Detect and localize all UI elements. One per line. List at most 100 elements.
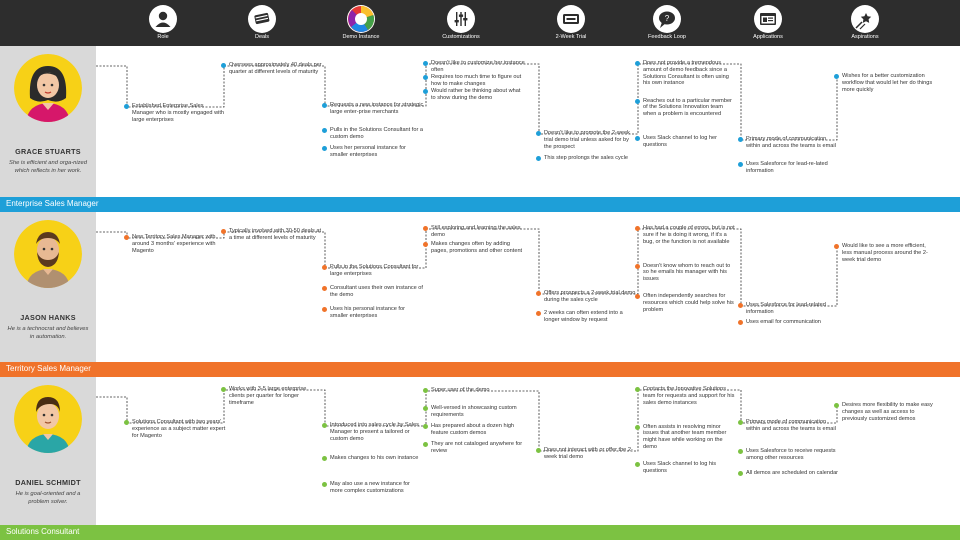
persona-name: DANIEL SCHMIDT [15, 478, 81, 487]
journey-note: Requests a new instance for strategic la… [322, 102, 424, 116]
note-text: Makes changes to his own instance [330, 454, 419, 461]
journey-note: Makes changes to his own instance [322, 454, 424, 462]
note-text: Still exploring and learning the sales d… [431, 225, 521, 238]
note-text: Often independently searches for resourc… [643, 293, 734, 313]
journey-note: Has had a couple of errors, but is not s… [635, 225, 737, 245]
stage-applications: Applications [715, 0, 821, 46]
journey-note: Oversees approximately 40 deals per quar… [221, 62, 323, 76]
note-text: Uses email for communication [746, 319, 821, 325]
note-text: Uses her personal instance for smaller e… [330, 144, 406, 158]
note-text: Wishes for a better customization workfl… [842, 73, 933, 93]
bullet-dot [423, 442, 428, 447]
journey-note: All demos are scheduled on calendar [738, 469, 840, 477]
note-text: Desires more flexibility to make easy ch… [842, 402, 933, 422]
bullet-dot [738, 303, 743, 308]
note-text: Established Enterprise Sales Manager who… [132, 103, 225, 123]
note-text: Uses Salesforce for lead-re-lated inform… [746, 160, 828, 174]
note-text: 2 weeks can often extend into a longer w… [544, 310, 623, 323]
note-text: Doesn't like to promote the 2-week trial… [544, 130, 630, 150]
sliders-icon [447, 5, 475, 33]
note-text: Pulls in the Solutions Consultant for la… [330, 264, 419, 277]
journey-note: Requires too much time to figure out how… [423, 74, 525, 88]
bullet-dot [322, 286, 327, 291]
bullet-dot [834, 74, 839, 79]
note-text: All demos are scheduled on calendar [746, 469, 839, 476]
note-text: Offers prospects a 2-week trial demo dur… [544, 290, 636, 303]
note-text: Would like to see a more efficient, less… [842, 243, 928, 263]
bullet-dot [221, 63, 226, 68]
note-text: Solutions Consultant with two years' exp… [132, 419, 226, 439]
shooting-star-icon [851, 5, 879, 33]
journey-note: Offers prospects a 2-week trial demo dur… [536, 290, 638, 304]
note-text: Primary mode of communication within and… [746, 136, 836, 149]
bullet-dot [635, 424, 640, 430]
bullet-dot [536, 311, 541, 316]
journey-note: Consultant uses their own instance of th… [322, 285, 424, 299]
journey-note: Introduced into sales cycle by Sales Man… [322, 422, 424, 442]
persona-name: JASON HANKS [20, 313, 76, 322]
bullet-dot [738, 448, 743, 454]
persona-description: She is efficient and orga-nized which re… [9, 160, 87, 174]
journey-note: Works with 3-5 large enterprise clients … [221, 386, 323, 406]
note-text: Consultant uses their own instance of th… [330, 285, 423, 298]
note-text: Does not provide a tremendous amount of … [643, 60, 729, 87]
journey-note: Uses Salesforce to receive requests amon… [738, 448, 840, 462]
note-text: May also use a new instance for more com… [330, 480, 410, 494]
journey-note: New Territory Sales Manager with around … [124, 234, 226, 254]
journey-note: This step prolongs the sales cycle [536, 155, 638, 162]
bullet-dot [635, 263, 640, 269]
note-text: Super user of the demo [431, 387, 490, 393]
stage-role: Role [110, 0, 216, 46]
journey-note: Uses Salesforce for lead-related informa… [738, 302, 840, 316]
bullet-dot [738, 320, 743, 325]
note-text: Has prepared about a dozen high feature … [431, 423, 515, 436]
bullet-dot [322, 481, 327, 487]
persona-panel: GRACE STUARTS She is efficient and orga-n… [0, 46, 96, 197]
bullet-dot [322, 455, 327, 461]
journey-note: Primary mode of communication within and… [738, 419, 840, 433]
journey-note: Uses Slack channel to log his questions [635, 461, 737, 475]
note-text: Uses Slack channel to log her questions [643, 135, 718, 148]
journey-note: Makes changes often by adding pages, pro… [423, 241, 525, 255]
bullet-dot [322, 307, 327, 312]
note-text: Would rather be thinking about what to s… [431, 88, 521, 101]
note-text: Well-versed in showcasing custom require… [431, 405, 517, 418]
note-text: Oversees approximately 40 deals per quar… [229, 62, 322, 75]
stage-deals: Deals [209, 0, 315, 46]
journey-note: Well-versed in showcasing custom require… [423, 405, 525, 419]
journey-note: Doesn't know whom to reach out to so he … [635, 263, 737, 283]
bullet-dot [423, 406, 428, 411]
bullet-dot [221, 387, 226, 392]
journey-note: Reaches out to a particular member of th… [635, 97, 737, 118]
journey-note: Often independently searches for resourc… [635, 293, 737, 313]
bullet-dot [635, 387, 640, 392]
bullet-dot [423, 75, 428, 80]
note-text: Reaches out to a particular member of th… [643, 97, 732, 118]
note-text: Has had a couple of errors, but is not s… [643, 225, 735, 245]
journey-note: Primary mode of communication within and… [738, 136, 840, 150]
stage-label: Role [157, 34, 169, 40]
journey-note: Doesn't like to customize her instance o… [423, 60, 525, 74]
speech-bubble-icon: ? [653, 5, 681, 33]
bullet-dot [124, 420, 129, 425]
persona-panel: DANIEL SCHMIDT He is goal-oriented and a … [0, 377, 96, 528]
bullet-dot [635, 61, 640, 66]
note-text: Primary mode of communication within and… [746, 419, 836, 432]
stage-aspirations: Aspirations [812, 0, 918, 46]
journey-note: Uses Salesforce for lead-re-lated inform… [738, 160, 840, 175]
bullet-dot [635, 462, 640, 468]
bullet-dot [322, 423, 327, 428]
bullet-dot [834, 244, 839, 249]
journey-note: Doesn't like to promote the 2-week trial… [536, 130, 638, 150]
bullet-dot [635, 98, 640, 104]
note-text: Contacts the Innovative Solutions team f… [643, 386, 735, 406]
journey-note: Would rather be thinking about what to s… [423, 88, 525, 102]
stage-customizations: Customizations [408, 0, 514, 46]
journey-note: Often assists in resolving minor issues … [635, 424, 737, 451]
bullet-dot [322, 127, 327, 133]
note-text: Works with 3-5 large enterprise clients … [229, 386, 307, 406]
stage-label: Applications [753, 34, 783, 40]
journey-note: Established Enterprise Sales Manager who… [124, 103, 226, 123]
journey-note: Super user of the demo [423, 387, 525, 394]
journey-note: Contacts the Innovative Solutions team f… [635, 386, 737, 406]
